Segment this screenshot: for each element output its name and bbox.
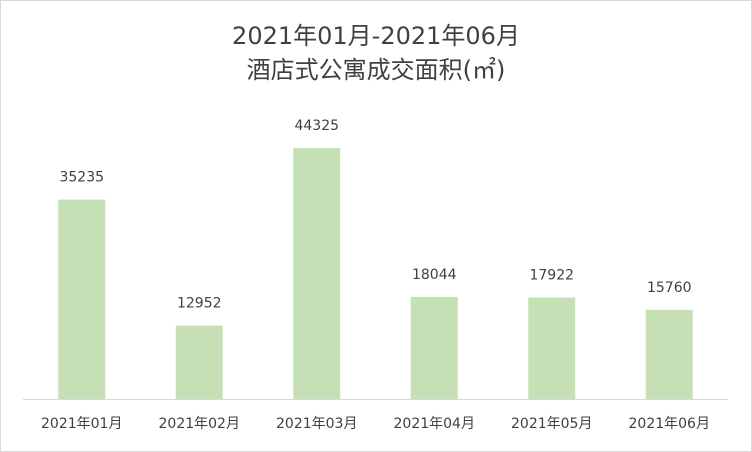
bar bbox=[645, 309, 693, 399]
chart-subtitle: 酒店式公寓成交面积(㎡) bbox=[247, 56, 506, 84]
bar bbox=[58, 199, 106, 399]
bar bbox=[528, 297, 576, 399]
chart-title: 2021年01月-2021年06月 bbox=[232, 22, 520, 50]
bar bbox=[410, 296, 458, 399]
x-tick-label: 2021年05月 bbox=[511, 416, 592, 432]
value-label: 35235 bbox=[59, 170, 104, 186]
value-label: 44325 bbox=[294, 118, 339, 134]
value-label: 15760 bbox=[647, 280, 692, 296]
bar bbox=[175, 325, 223, 399]
x-tick-label: 2021年04月 bbox=[394, 416, 475, 432]
x-tick-label: 2021年01月 bbox=[41, 416, 122, 432]
x-tick-label: 2021年02月 bbox=[159, 416, 240, 432]
value-label: 17922 bbox=[529, 268, 574, 284]
bar bbox=[293, 148, 341, 399]
value-label: 12952 bbox=[177, 296, 222, 312]
x-tick-label: 2021年03月 bbox=[276, 416, 357, 432]
x-tick-label: 2021年06月 bbox=[629, 416, 710, 432]
value-label: 18044 bbox=[412, 267, 457, 283]
